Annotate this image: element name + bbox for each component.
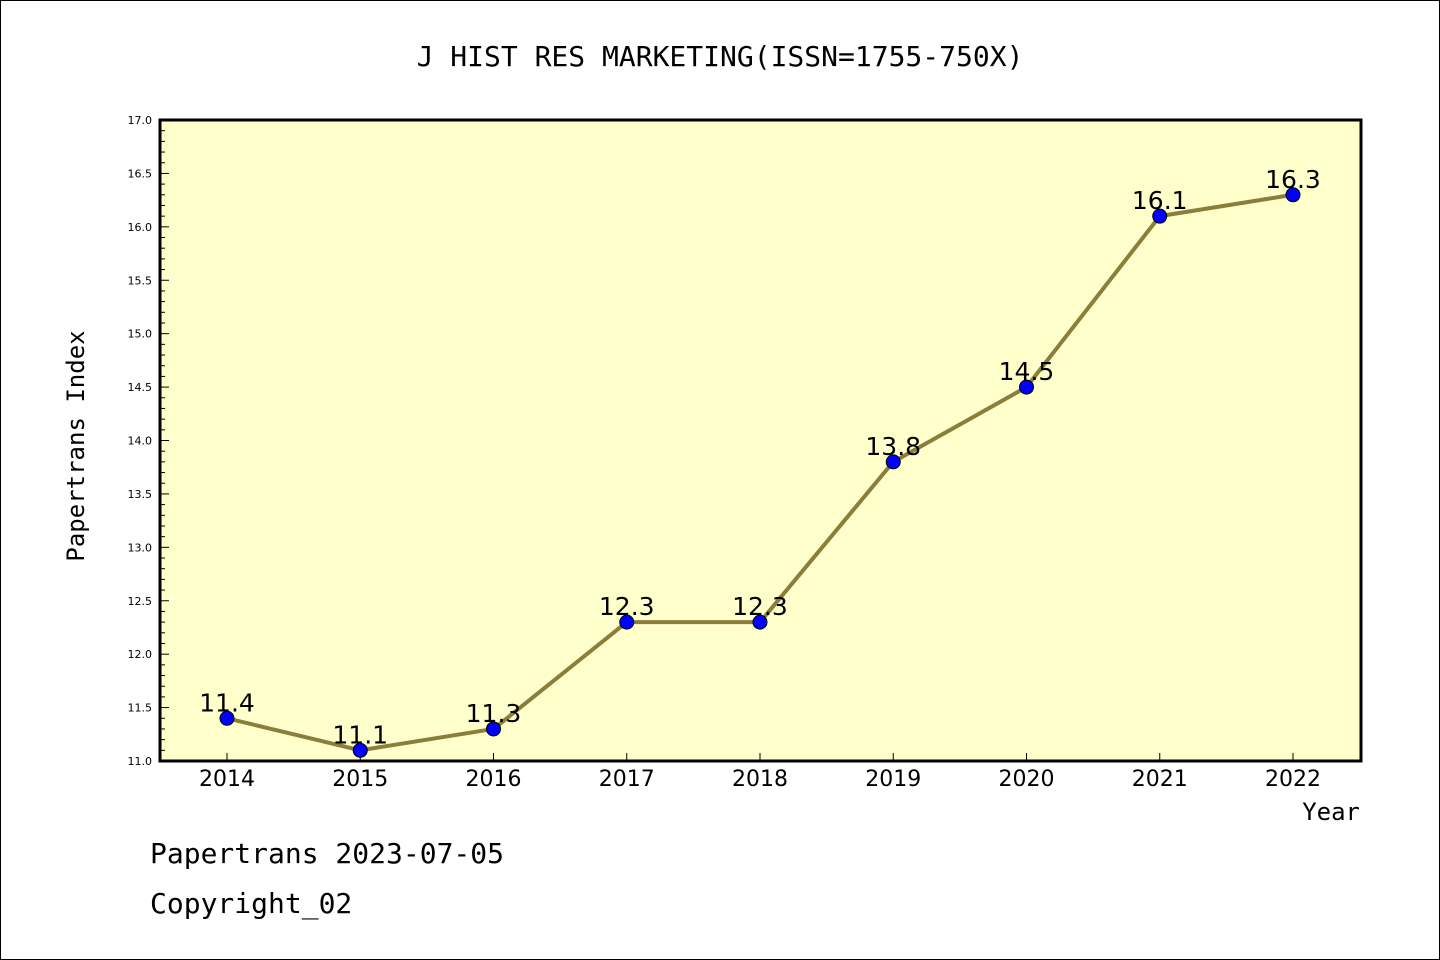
x-tick-label: 2021 — [1132, 767, 1188, 792]
data-labels: 11.4 11.1 11.3 12.3 12.3 13.8 14.5 16.1 16.3 — [199, 165, 1321, 750]
x-tick-label: 2016 — [466, 767, 522, 792]
y-axis-label: Papertrans Index — [62, 330, 90, 561]
data-label: 12.3 — [599, 592, 655, 621]
y-tick-label: 11.5 — [128, 702, 153, 715]
footer-date: Papertrans 2023-07-05 — [150, 837, 504, 870]
data-point — [486, 721, 501, 737]
y-axis-tick-labels: 11.0 11.5 12.0 12.5 13.0 13.5 14.0 14.5 15.0 15.5… — [128, 114, 153, 768]
data-label: 14.5 — [999, 357, 1055, 386]
y-tick-label: 16.0 — [128, 221, 153, 234]
data-point — [885, 454, 901, 470]
y-tick-label: 16.5 — [128, 167, 153, 180]
y-tick-label: 14.0 — [128, 435, 153, 448]
y-tick-label: 17.0 — [128, 114, 153, 127]
plot-area — [160, 120, 1361, 761]
x-tick-label: 2022 — [1265, 767, 1321, 792]
data-point — [752, 614, 768, 630]
x-tick-label: 2015 — [332, 767, 388, 792]
y-tick-label: 14.5 — [128, 381, 153, 394]
y-tick-label: 11.0 — [128, 755, 153, 768]
x-tick-label: 2020 — [999, 767, 1055, 792]
y-tick-label: 15.0 — [128, 328, 153, 341]
x-tick-label: 2017 — [599, 767, 655, 792]
data-point — [1019, 379, 1034, 395]
x-tick-label: 2014 — [199, 767, 255, 792]
y-tick-label: 13.0 — [128, 541, 153, 554]
data-point — [219, 710, 235, 726]
footer-copyright: Copyright_02 — [150, 887, 352, 921]
data-label: 11.1 — [332, 720, 388, 749]
y-tick-label: 15.5 — [128, 274, 153, 287]
data-point — [619, 614, 635, 630]
x-axis-tick-labels: 2014 2015 2016 2017 2018 2019 2020 2021 2022 — [199, 767, 1321, 792]
data-label: 16.1 — [1132, 186, 1188, 215]
y-tick-label: 13.5 — [128, 488, 153, 501]
x-tick-label: 2019 — [865, 767, 921, 792]
data-point — [1152, 208, 1168, 224]
data-label: 11.3 — [466, 699, 522, 728]
y-tick-label: 12.5 — [128, 595, 153, 608]
plot-border — [158, 118, 1363, 763]
data-label: 11.4 — [199, 688, 255, 717]
x-tick-label: 2018 — [732, 767, 788, 792]
data-label: 16.3 — [1265, 165, 1321, 194]
data-label: 12.3 — [732, 592, 788, 621]
data-label: 13.8 — [865, 432, 921, 461]
chart-title: J HIST RES MARKETING(ISSN=1755-750X) — [417, 40, 1024, 73]
y-tick-label: 12.0 — [128, 648, 153, 661]
data-point — [352, 742, 368, 758]
data-point — [1285, 187, 1301, 203]
x-axis-label: Year — [1302, 798, 1360, 826]
series-markers — [219, 187, 1301, 758]
